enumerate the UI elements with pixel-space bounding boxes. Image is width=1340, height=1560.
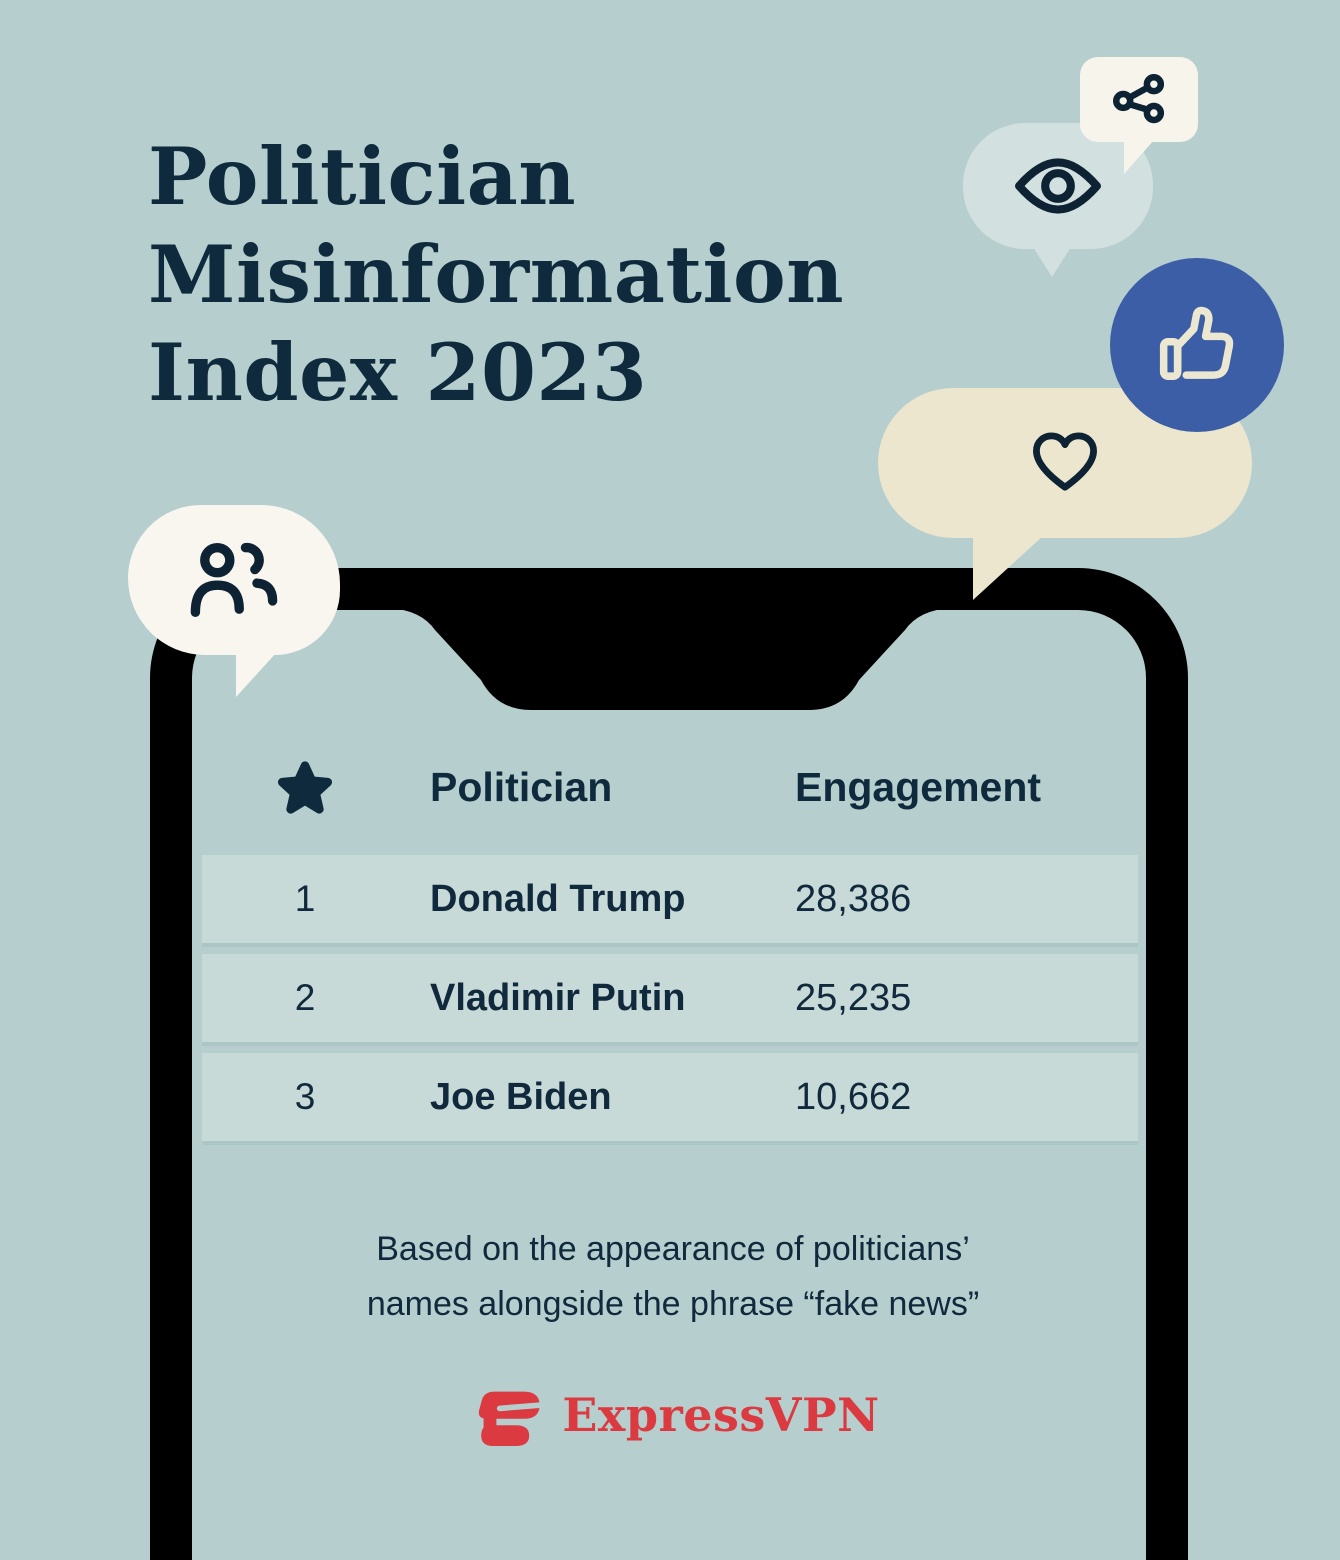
methodology-note-line-2: names alongside the phrase “fake news”	[366, 1285, 980, 1323]
engagement-value: 25,235	[795, 976, 912, 1019]
view-speech-bubble	[963, 123, 1153, 277]
share-icon	[1113, 73, 1165, 126]
rank-value: 1	[294, 878, 316, 919]
engagement-column-header: Engagement	[795, 763, 1042, 810]
page-title: Politician Misinformation Index 2023	[148, 128, 844, 422]
methodology-note-line-1: Based on the appearance of politicians’	[376, 1230, 970, 1268]
people-icon	[186, 536, 282, 624]
share-speech-bubble	[1080, 57, 1198, 174]
followers-speech-bubble	[128, 505, 340, 697]
rank-column-header	[202, 758, 408, 816]
expressvpn-logo-icon	[466, 1382, 546, 1462]
phone-notch	[375, 568, 965, 713]
eye-icon	[1015, 155, 1101, 217]
phone-notch-shape	[389, 568, 951, 710]
title-line-1: Politician	[148, 130, 577, 223]
table-row: 3 Joe Biden 10,662	[202, 1053, 1138, 1141]
heart-icon	[1030, 432, 1100, 494]
rank-value: 2	[294, 977, 316, 1018]
table-row: 2 Vladimir Putin 25,235	[202, 954, 1138, 1042]
methodology-note: Based on the appearance of politicians’ …	[270, 1222, 1076, 1332]
politician-name: Joe Biden	[430, 1075, 612, 1118]
like-badge	[1110, 258, 1284, 432]
engagement-value: 28,386	[795, 877, 912, 920]
title-line-2: Misinformation	[148, 228, 845, 321]
brand-wordmark: ExpressVPN	[562, 1388, 880, 1442]
table-header: Politician Engagement	[202, 743, 1138, 831]
politician-name: Donald Trump	[430, 877, 686, 920]
politician-column-header: Politician	[430, 763, 613, 810]
table-row: 1 Donald Trump 28,386	[202, 855, 1138, 943]
title-line-3: Index 2023	[148, 326, 648, 419]
thumbs-up-icon	[1154, 302, 1240, 388]
brand-lockup: ExpressVPN	[270, 1382, 1076, 1462]
engagement-value: 10,662	[795, 1075, 912, 1118]
star-icon	[276, 758, 334, 816]
politician-name: Vladimir Putin	[430, 976, 686, 1019]
rank-value: 3	[294, 1076, 316, 1117]
